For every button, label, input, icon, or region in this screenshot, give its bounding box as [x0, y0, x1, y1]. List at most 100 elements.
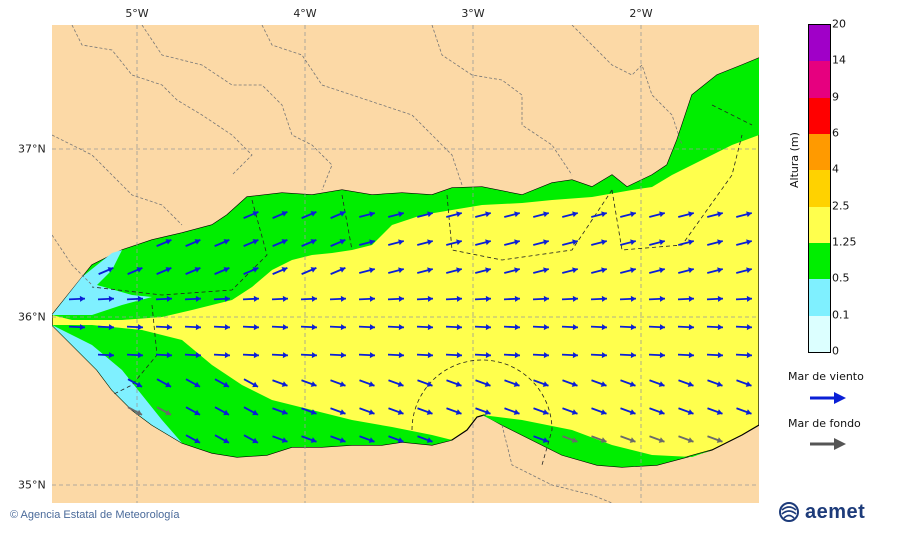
lon-label-4w: 4°W — [293, 7, 317, 20]
wave-direction-arrowhead — [369, 295, 375, 302]
wave-direction-arrowhead — [108, 324, 114, 331]
wave-direction-arrowhead — [456, 295, 462, 302]
aemet-logo-text: aemet — [805, 500, 866, 523]
footer-credit: © Agencia Estatal de Meteorología — [10, 509, 180, 521]
wave-height-map — [52, 25, 759, 503]
wave-direction-arrowhead — [543, 267, 549, 274]
wave-direction-arrowhead — [195, 295, 201, 302]
wave-direction-arrowhead — [630, 324, 636, 331]
wave-direction-arrowhead — [513, 381, 520, 387]
wave-direction-arrowhead — [745, 409, 752, 415]
colorbar-tick-label: 9 — [832, 90, 839, 104]
wave-direction-arrowhead — [369, 239, 375, 246]
wave-direction-arrowhead — [224, 295, 230, 302]
wave-direction-arrowhead — [339, 437, 346, 443]
wave-direction-arrowhead — [572, 324, 578, 331]
sea-zone-southeast — [482, 415, 712, 467]
wave-direction-arrowhead — [107, 267, 114, 273]
wave-direction-arrowhead — [629, 437, 636, 443]
wave-direction-arrowhead — [310, 409, 317, 415]
wave-direction-arrowhead — [717, 295, 723, 302]
wave-direction-arrowhead — [427, 239, 433, 246]
wave-direction-arrowhead — [223, 437, 230, 444]
wave-direction-arrowhead — [224, 324, 230, 331]
wave-direction-arrowhead — [368, 381, 375, 387]
wave-direction-arrowhead — [137, 295, 143, 302]
wave-direction-arrowhead — [485, 352, 491, 359]
wave-direction-arrowhead — [543, 324, 549, 331]
wave-direction-arrowhead — [310, 239, 317, 245]
wave-direction-arrowhead — [745, 381, 752, 387]
colorbar-segment — [809, 243, 830, 280]
wave-direction-arrowhead — [310, 437, 317, 443]
wave-direction-arrowhead — [456, 267, 462, 274]
wave-direction-arrowhead — [485, 267, 491, 274]
wave-direction-arrowhead — [368, 437, 375, 443]
wave-direction-arrowhead — [311, 352, 317, 359]
wave-direction-arrowhead — [601, 324, 607, 331]
wave-direction-arrowhead — [398, 211, 404, 218]
wave-direction-arrowhead — [542, 381, 549, 387]
wave-direction-arrowhead — [687, 381, 694, 387]
wave-direction-arrowhead — [252, 239, 259, 245]
wave-direction-arrowhead — [281, 381, 288, 387]
wave-direction-arrowhead — [311, 295, 317, 302]
wave-direction-arrowhead — [543, 295, 549, 302]
wave-direction-arrowhead — [688, 239, 694, 246]
wave-direction-arrowhead — [717, 267, 723, 274]
wave-direction-arrowhead — [746, 211, 752, 218]
wave-direction-arrowhead — [542, 409, 549, 415]
wave-direction-arrowhead — [398, 352, 404, 359]
wave-direction-arrowhead — [485, 324, 491, 331]
wave-direction-arrowhead — [194, 239, 201, 245]
sea-zone-upper — [52, 58, 759, 320]
wave-direction-arrowhead — [398, 239, 404, 246]
wave-direction-arrowhead — [456, 324, 462, 331]
wave-direction-arrowhead — [194, 409, 201, 416]
wave-direction-arrowhead — [514, 352, 520, 359]
wave-direction-arrowhead — [252, 437, 259, 444]
wave-direction-arrowhead — [281, 437, 288, 443]
admin-borders — [52, 25, 683, 503]
wave-direction-arrowhead — [456, 211, 462, 218]
wave-direction-arrowhead — [659, 267, 665, 274]
lon-label-5w: 5°W — [125, 7, 149, 20]
colorbar-segment — [809, 25, 830, 62]
swell-arrow-icon — [810, 438, 846, 450]
wave-direction-arrowhead — [427, 267, 433, 274]
wave-direction-arrowhead — [427, 211, 433, 218]
wave-direction-arrowhead — [340, 352, 346, 359]
wave-direction-arrowhead — [688, 211, 694, 218]
wave-direction-arrowhead — [252, 267, 259, 273]
wave-direction-arrowhead — [165, 409, 172, 416]
wave-direction-arrowhead — [368, 409, 375, 415]
wave-direction-arrowhead — [253, 352, 259, 359]
wind-sea-label: Mar de viento — [788, 370, 864, 383]
wave-direction-arrowhead — [427, 352, 433, 359]
colorbar-tick-label: 2.5 — [832, 199, 850, 213]
colorbar-segment — [809, 206, 830, 244]
wave-direction-arrowhead — [224, 352, 230, 359]
lat-label-37n: 37°N — [18, 142, 46, 156]
lat-label-36n: 36°N — [18, 310, 46, 324]
wave-direction-arrowhead — [426, 437, 433, 443]
wave-direction-arrowhead — [514, 211, 520, 218]
wave-direction-arrowhead — [310, 381, 317, 387]
wave-direction-arrowhead — [427, 295, 433, 302]
wave-direction-arrowhead — [659, 211, 665, 218]
wave-direction-arrowhead — [688, 324, 694, 331]
wave-direction-arrowhead — [281, 239, 288, 245]
wave-direction-arrowhead — [601, 295, 607, 302]
colorbar-tick-label: 0 — [832, 344, 839, 358]
wave-direction-arrowhead — [194, 437, 201, 444]
wave-direction-arrowhead — [601, 267, 607, 274]
wave-direction-arrowhead — [369, 352, 375, 359]
wave-direction-arrowhead — [252, 409, 259, 416]
wave-direction-arrowhead — [252, 381, 259, 388]
wave-direction-arrowhead — [281, 267, 288, 273]
colorbar-segment — [809, 134, 830, 171]
colorbar-segment — [809, 279, 830, 317]
wave-direction-arrowhead — [630, 295, 636, 302]
wave-direction-arrowhead — [282, 352, 288, 359]
sea-zone-southwest — [52, 325, 237, 457]
